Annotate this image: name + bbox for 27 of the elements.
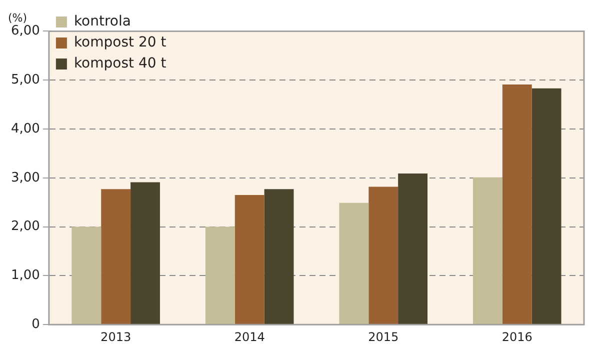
x-tick-label: 2013 <box>100 330 132 344</box>
bar <box>398 174 428 324</box>
y-axis-title: (%) <box>8 11 28 24</box>
y-tick-label: 0 <box>32 316 40 332</box>
legend-label: kontrola <box>74 14 131 30</box>
y-tick-label: 2,00 <box>10 219 40 234</box>
x-tick-label: 2015 <box>368 330 399 344</box>
legend-label: kompost 20 t <box>74 34 167 51</box>
x-tick-label: 2014 <box>234 330 265 344</box>
bar <box>72 226 102 324</box>
bar <box>264 189 294 324</box>
y-tick-label: 5,00 <box>10 72 40 88</box>
bar <box>234 195 264 324</box>
bar <box>205 226 235 324</box>
y-tick-label: 6,00 <box>10 24 40 39</box>
bar <box>339 202 369 324</box>
bar <box>130 182 160 324</box>
legend-label: kompost 40 t <box>74 56 167 72</box>
bar <box>368 186 398 324</box>
x-tick-label: 2016 <box>502 330 532 344</box>
y-tick-label: 4,00 <box>10 121 40 136</box>
bar <box>101 189 131 324</box>
bar <box>502 84 532 324</box>
y-tick-label: 3,00 <box>10 170 40 186</box>
bar <box>532 88 562 324</box>
y-tick-label: 1,00 <box>10 268 40 284</box>
bar <box>472 177 502 324</box>
